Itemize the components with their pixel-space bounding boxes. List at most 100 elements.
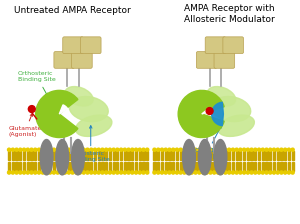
Bar: [161, 162, 163, 171]
Ellipse shape: [72, 140, 84, 175]
Circle shape: [71, 148, 74, 151]
Ellipse shape: [183, 140, 195, 175]
Circle shape: [160, 171, 164, 174]
Bar: [292, 162, 294, 171]
Bar: [49, 162, 51, 171]
Bar: [75, 162, 77, 171]
Circle shape: [134, 171, 138, 174]
Circle shape: [93, 171, 97, 174]
Circle shape: [30, 148, 33, 151]
Circle shape: [254, 148, 257, 151]
Circle shape: [127, 148, 130, 151]
Bar: [161, 151, 163, 160]
Bar: [168, 151, 170, 160]
Circle shape: [79, 171, 82, 174]
Bar: [183, 151, 185, 160]
Bar: [116, 151, 119, 160]
Wedge shape: [178, 90, 224, 138]
Ellipse shape: [40, 140, 53, 175]
Circle shape: [90, 171, 93, 174]
Bar: [273, 162, 275, 171]
Bar: [213, 151, 215, 160]
Bar: [109, 162, 111, 171]
Bar: [269, 162, 271, 171]
Bar: [273, 151, 275, 160]
Circle shape: [153, 171, 156, 174]
Circle shape: [220, 148, 223, 151]
Bar: [128, 151, 130, 160]
Bar: [187, 162, 189, 171]
Bar: [131, 151, 134, 160]
Circle shape: [190, 171, 194, 174]
Circle shape: [209, 148, 212, 151]
Circle shape: [26, 171, 29, 174]
FancyBboxPatch shape: [223, 37, 244, 54]
Bar: [112, 151, 115, 160]
Circle shape: [242, 171, 246, 174]
Bar: [131, 162, 134, 171]
Circle shape: [261, 171, 264, 174]
Bar: [27, 162, 29, 171]
Circle shape: [205, 171, 208, 174]
Bar: [94, 151, 96, 160]
Bar: [68, 162, 70, 171]
Bar: [213, 162, 215, 171]
Circle shape: [276, 148, 279, 151]
Ellipse shape: [69, 97, 108, 122]
Circle shape: [93, 148, 97, 151]
Circle shape: [242, 148, 246, 151]
Circle shape: [86, 171, 89, 174]
Bar: [83, 162, 85, 171]
Bar: [288, 151, 290, 160]
Circle shape: [38, 148, 40, 151]
Circle shape: [75, 148, 78, 151]
FancyBboxPatch shape: [63, 37, 83, 54]
Circle shape: [49, 171, 52, 174]
Bar: [165, 162, 167, 171]
Bar: [19, 162, 21, 171]
Circle shape: [179, 148, 182, 151]
Circle shape: [216, 148, 220, 151]
Circle shape: [52, 148, 56, 151]
Circle shape: [231, 171, 235, 174]
Bar: [79, 151, 81, 160]
Circle shape: [119, 148, 123, 151]
Circle shape: [105, 171, 108, 174]
Circle shape: [291, 148, 294, 151]
Circle shape: [101, 171, 104, 174]
Bar: [128, 162, 130, 171]
Bar: [194, 151, 196, 160]
Circle shape: [157, 148, 160, 151]
Bar: [124, 162, 126, 171]
Bar: [105, 151, 107, 160]
Bar: [12, 151, 14, 160]
Text: Allosteric
Binding Site: Allosteric Binding Site: [72, 126, 110, 162]
Bar: [194, 162, 196, 171]
Circle shape: [216, 171, 220, 174]
Bar: [56, 162, 59, 171]
Circle shape: [131, 171, 134, 174]
Bar: [172, 151, 174, 160]
Circle shape: [146, 148, 149, 151]
Circle shape: [261, 148, 264, 151]
Bar: [165, 151, 167, 160]
Circle shape: [194, 148, 197, 151]
Circle shape: [90, 148, 93, 151]
Circle shape: [142, 148, 145, 151]
Circle shape: [112, 148, 115, 151]
Bar: [232, 151, 234, 160]
Bar: [79, 162, 81, 171]
Circle shape: [160, 148, 164, 151]
Circle shape: [235, 148, 238, 151]
Circle shape: [28, 106, 35, 112]
Circle shape: [198, 148, 201, 151]
Bar: [157, 162, 159, 171]
Bar: [239, 151, 242, 160]
Text: Orthosteric
Binding Site: Orthosteric Binding Site: [18, 71, 56, 96]
Circle shape: [213, 148, 216, 151]
Circle shape: [75, 171, 78, 174]
FancyBboxPatch shape: [54, 52, 74, 68]
Circle shape: [52, 171, 56, 174]
Circle shape: [142, 171, 145, 174]
Bar: [209, 162, 211, 171]
